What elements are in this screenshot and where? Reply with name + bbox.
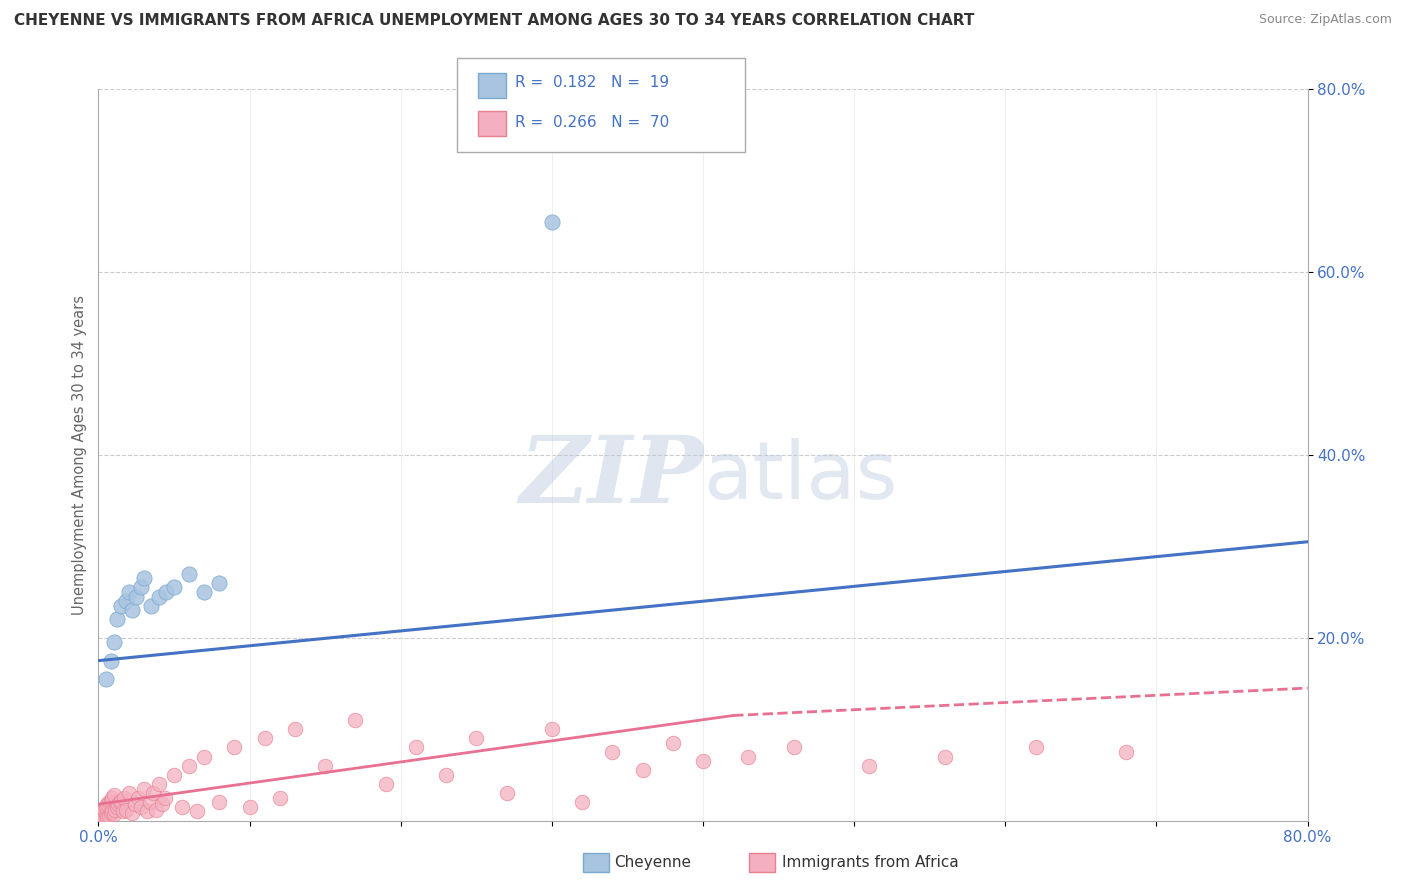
- Point: [434, 768, 457, 782]
- Point: [94, 672, 117, 686]
- Point: [91, 812, 114, 826]
- Text: Source: ZipAtlas.com: Source: ZipAtlas.com: [1258, 13, 1392, 27]
- Y-axis label: Unemployment Among Ages 30 to 34 years: Unemployment Among Ages 30 to 34 years: [72, 295, 87, 615]
- Point: [571, 796, 593, 810]
- Point: [193, 749, 215, 764]
- Text: Cheyenne: Cheyenne: [614, 855, 692, 870]
- Point: [105, 613, 128, 627]
- Point: [148, 777, 170, 791]
- Text: atlas: atlas: [703, 438, 897, 516]
- Point: [90, 811, 112, 825]
- Point: [208, 796, 231, 810]
- Point: [141, 599, 163, 613]
- Point: [110, 599, 132, 613]
- Point: [465, 731, 488, 746]
- Point: [129, 800, 152, 814]
- Point: [314, 758, 336, 772]
- Point: [118, 786, 141, 800]
- Point: [148, 590, 170, 604]
- Point: [111, 805, 134, 819]
- Point: [132, 781, 155, 796]
- Point: [96, 797, 118, 812]
- Point: [155, 585, 177, 599]
- Point: [90, 806, 112, 821]
- Point: [101, 805, 124, 819]
- Point: [239, 800, 262, 814]
- Point: [100, 654, 122, 668]
- Point: [540, 215, 562, 229]
- Point: [127, 790, 149, 805]
- Point: [163, 581, 186, 595]
- Point: [344, 713, 367, 727]
- Point: [93, 810, 115, 824]
- Point: [121, 603, 143, 617]
- Point: [132, 571, 155, 585]
- Point: [153, 790, 176, 805]
- Point: [405, 740, 427, 755]
- Point: [89, 809, 111, 823]
- Point: [93, 803, 115, 817]
- Point: [186, 805, 208, 819]
- Point: [179, 566, 201, 581]
- Point: [1024, 740, 1046, 755]
- Point: [105, 800, 128, 814]
- Point: [98, 809, 121, 823]
- Text: R =  0.266   N =  70: R = 0.266 N = 70: [515, 115, 669, 129]
- Point: [100, 806, 122, 821]
- Point: [103, 635, 125, 649]
- Point: [269, 790, 291, 805]
- Point: [114, 803, 136, 817]
- Point: [96, 811, 118, 825]
- Point: [139, 796, 162, 810]
- Point: [224, 740, 246, 755]
- Point: [142, 786, 165, 800]
- Point: [858, 758, 880, 772]
- Point: [145, 803, 167, 817]
- Point: [104, 803, 127, 817]
- Point: [112, 790, 135, 805]
- Point: [737, 749, 759, 764]
- Point: [540, 723, 562, 737]
- Point: [94, 808, 117, 822]
- Point: [100, 793, 122, 807]
- Point: [129, 581, 152, 595]
- Point: [692, 754, 714, 768]
- Point: [602, 745, 624, 759]
- Point: [163, 768, 186, 782]
- Point: [103, 807, 125, 822]
- Point: [661, 736, 683, 750]
- Point: [94, 800, 117, 814]
- Point: [170, 800, 193, 814]
- Point: [208, 576, 231, 591]
- Point: [934, 749, 956, 764]
- Text: ZIP: ZIP: [519, 432, 703, 522]
- Point: [253, 731, 276, 746]
- Point: [98, 796, 121, 810]
- Point: [125, 590, 148, 604]
- Text: CHEYENNE VS IMMIGRANTS FROM AFRICA UNEMPLOYMENT AMONG AGES 30 TO 34 YEARS CORREL: CHEYENNE VS IMMIGRANTS FROM AFRICA UNEMP…: [14, 13, 974, 29]
- Point: [135, 805, 157, 819]
- Point: [374, 777, 396, 791]
- Point: [179, 758, 201, 772]
- Point: [114, 594, 136, 608]
- Point: [103, 788, 125, 802]
- Point: [1115, 745, 1137, 759]
- Point: [124, 797, 146, 812]
- Point: [284, 723, 307, 737]
- Point: [91, 805, 114, 819]
- Text: Immigrants from Africa: Immigrants from Africa: [782, 855, 959, 870]
- Point: [107, 797, 129, 812]
- Point: [121, 806, 143, 821]
- Point: [118, 585, 141, 599]
- Point: [110, 793, 132, 807]
- Point: [108, 796, 131, 810]
- Point: [150, 797, 173, 812]
- Point: [193, 585, 215, 599]
- Point: [101, 790, 124, 805]
- Point: [495, 786, 517, 800]
- Point: [783, 740, 806, 755]
- Text: R =  0.182   N =  19: R = 0.182 N = 19: [515, 76, 669, 90]
- Point: [631, 764, 654, 778]
